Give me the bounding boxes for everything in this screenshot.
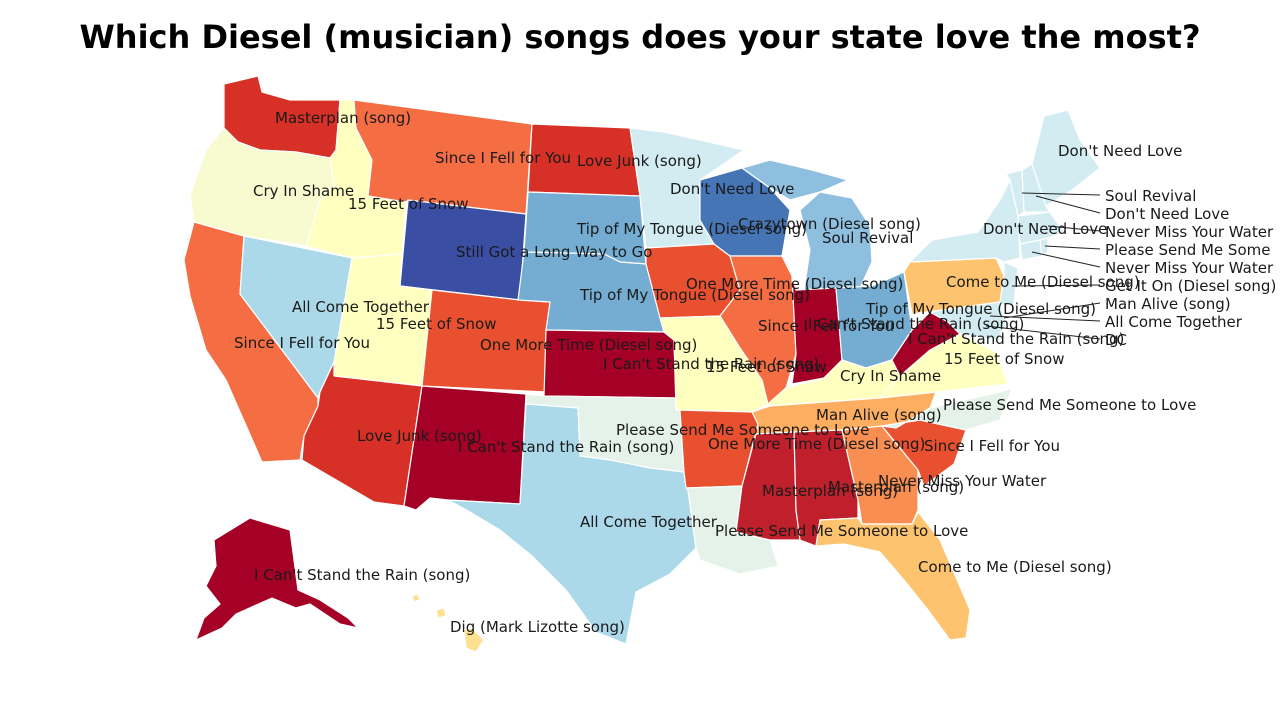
state-hi-islands <box>411 593 447 619</box>
state-ri <box>1039 237 1049 257</box>
label-ks: I Can't Stand the Rain (song) <box>603 355 819 373</box>
callout-line <box>1035 195 1101 214</box>
callout-line <box>989 315 1101 322</box>
label-nm: I Can't Stand the Rain (song) <box>458 438 674 456</box>
label-la: Please Send Me Someone to Love <box>715 522 968 540</box>
callout-line <box>985 325 1101 340</box>
state-labels: Masterplan (song) Since I Fell for You L… <box>234 109 1196 636</box>
callout-line <box>1047 225 1101 232</box>
state-nh <box>1021 163 1051 213</box>
label-az: Love Junk (song) <box>357 427 482 445</box>
state-me <box>1031 109 1101 207</box>
callout-line <box>1011 284 1101 287</box>
callout-label: Soul Revival <box>1105 187 1196 205</box>
state-tx <box>447 403 697 645</box>
label-fl: Come to Me (Diesel song) <box>918 558 1112 576</box>
state-mi <box>799 191 873 291</box>
state-vt <box>1005 169 1025 217</box>
label-id: 15 Feet of Snow <box>348 195 468 213</box>
label-pa: Come to Me (Diesel song) <box>946 273 1140 291</box>
state-hi <box>463 627 485 653</box>
callout-label: Please Send Me Some <box>1105 241 1270 259</box>
state-nc <box>881 387 1013 431</box>
label-mt: Since I Fell for You <box>435 149 571 167</box>
label-in: I Can't Stand the Rain (song) <box>808 315 1024 333</box>
callout-label: Get It On (Diesel song) <box>1105 277 1276 295</box>
label-me: Don't Need Love <box>1058 142 1182 160</box>
callout-label: DC <box>1105 331 1127 349</box>
label-mn: Don't Need Love <box>670 180 794 198</box>
label-il: Since I Fell for You <box>758 317 894 335</box>
label-wa: Masterplan (song) <box>275 109 411 127</box>
label-ca: Since I Fell for You <box>234 334 370 352</box>
label-ak: I Can't Stand the Rain (song) <box>254 566 470 584</box>
label-ut2: 15 Feet of Snow <box>376 315 496 333</box>
callout-label: Never Miss Your Water <box>1105 259 1274 277</box>
page-title: Which Diesel (musician) songs does your … <box>79 18 1201 56</box>
northeast-callout-labels: Soul Revival Don't Need Love Never Miss … <box>1105 187 1276 349</box>
callout-line <box>1021 192 1101 196</box>
label-ms: Masterplan (song) <box>762 482 898 500</box>
callout-label: Never Miss Your Water <box>1105 223 1274 241</box>
callout-lines <box>985 192 1101 340</box>
callout-line <box>1044 245 1101 250</box>
label-or: Cry In Shame <box>253 182 354 200</box>
label-hi: Dig (Mark Lizotte song) <box>450 618 625 636</box>
callout-label: Don't Need Love <box>1105 205 1229 223</box>
state-ak <box>195 517 359 641</box>
label-ok: Please Send Me Someone to Love <box>616 421 869 439</box>
label-co: One More Time (Diesel song) <box>480 336 697 354</box>
label-ia: One More Time (Diesel song) <box>686 275 903 293</box>
callout-label: Man Alive (song) <box>1105 295 1231 313</box>
label-ny: Don't Need Love <box>983 220 1107 238</box>
label-wy: Still Got a Long Way to Go <box>456 243 653 261</box>
label-ut: All Come Together <box>292 298 430 316</box>
label-mi: Soul Revival <box>822 229 913 247</box>
label-wv: I Can't Stand the Rain (song) <box>908 330 1124 348</box>
label-ne: Tip of My Tongue (Diesel song) <box>579 286 810 304</box>
label-tx: All Come Together <box>580 513 718 531</box>
label-nc: Please Send Me Someone to Love <box>943 396 1196 414</box>
callout-line <box>1003 302 1101 319</box>
label-ga: Never Miss Your Water <box>878 472 1047 490</box>
label-mo: 15 Feet of Snow <box>706 358 826 376</box>
callout-label: All Come Together <box>1105 313 1243 331</box>
state-fl <box>815 511 971 641</box>
label-tn: Man Alive (song) <box>816 406 942 424</box>
callout-line <box>1031 251 1101 268</box>
state-mi-up <box>741 159 849 201</box>
state-nj <box>999 261 1019 307</box>
label-oh: Tip of My Tongue (Diesel song) <box>865 300 1096 318</box>
label-nd: Love Junk (song) <box>577 152 702 170</box>
label-ar: One More Time (Diesel song) <box>708 435 925 453</box>
label-va: 15 Feet of Snow <box>944 350 1064 368</box>
label-wi: Crazytown (Diesel song) <box>738 215 921 233</box>
label-al: Masterplan (song) <box>828 478 964 496</box>
label-ky: Cry In Shame <box>840 367 941 385</box>
label-sc: Since I Fell for You <box>924 437 1060 455</box>
label-sd: Tip of My Tongue (Diesel song) <box>576 220 807 238</box>
